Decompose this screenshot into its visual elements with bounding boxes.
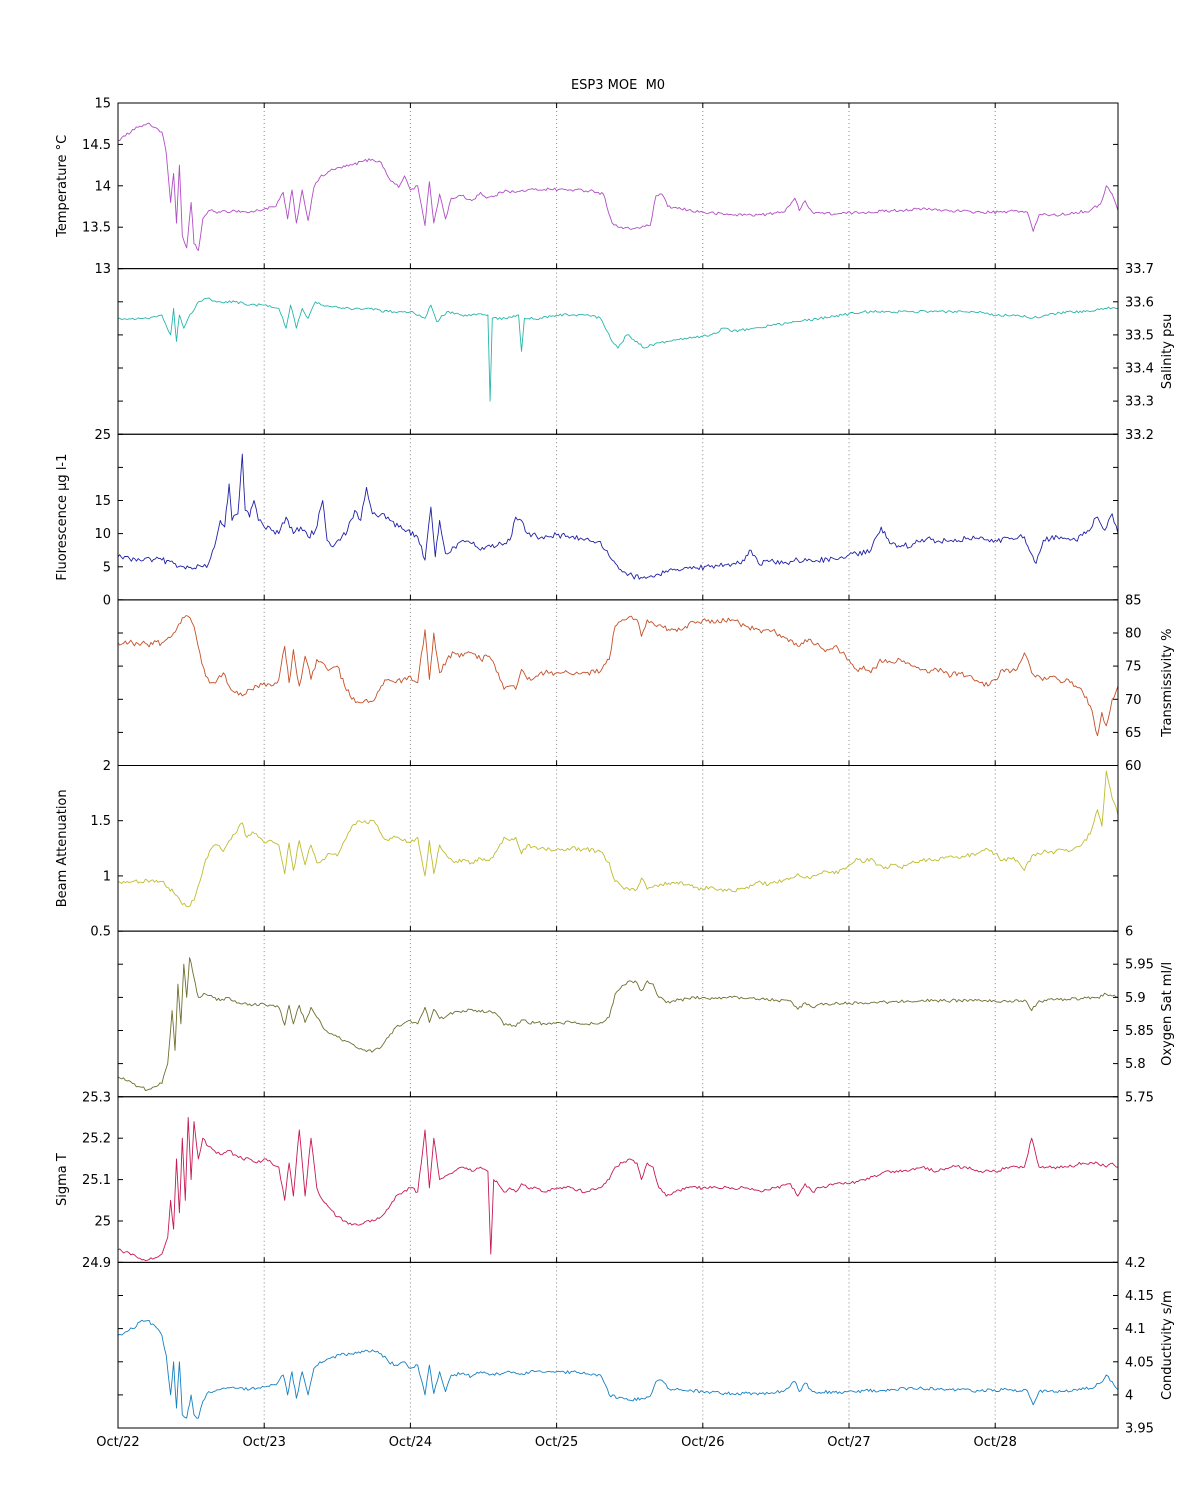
series-salinity — [118, 297, 1118, 402]
y-tick-label: 5.9 — [1125, 991, 1146, 1006]
y-axis-label-oxygen-sat: Oxygen Sat ml/l — [1160, 962, 1175, 1066]
panel-oxygen-sat: 5.75 5.8 5.85 5.9 5.95 6 Oxygen Sat ml/l — [117, 925, 1175, 1105]
x-tick-label: Oct/26 — [681, 1435, 724, 1450]
panel-transmissivity: 60 65 70 75 80 85 Transmissivity % — [117, 593, 1175, 774]
y-tick-label: 4.15 — [1125, 1289, 1154, 1304]
y-tick-label: 1.5 — [90, 814, 111, 829]
y-tick-label: 65 — [1125, 726, 1142, 741]
y-tick-label: 4 — [1125, 1388, 1133, 1403]
x-tick-label: Oct/23 — [242, 1435, 285, 1450]
y-tick-label: 15 — [94, 97, 111, 112]
series-transmissivity — [118, 615, 1118, 737]
y-tick-label: 25.3 — [82, 1090, 111, 1105]
y-tick-label: 5.85 — [1125, 1024, 1154, 1039]
panel-temperature: 13 13.5 14 14.5 15 Temperature °C — [55, 97, 1119, 277]
y-tick-label: 60 — [1125, 759, 1142, 774]
series-temperature — [118, 122, 1118, 251]
panel-border — [117, 1261, 1119, 1429]
x-tick-label: Oct/22 — [96, 1435, 139, 1450]
chart-title: ESP3 MOE M0 — [570, 78, 666, 93]
series-fluorescence — [118, 453, 1118, 580]
panel-border — [117, 765, 1119, 932]
y-tick-label: 25 — [94, 428, 111, 443]
y-tick-label: 33.4 — [1125, 362, 1154, 377]
y-tick-label: 0 — [103, 593, 111, 608]
y-tick-label: 10 — [94, 527, 111, 542]
panel-sigma-t: 24.9 25 25.1 25.2 25.3 Sigma T — [55, 1090, 1119, 1271]
y-tick-label: 25 — [94, 1215, 111, 1230]
y-tick-label: 15 — [94, 494, 111, 509]
y-tick-label: 70 — [1125, 693, 1142, 708]
y-tick-label: 33.6 — [1125, 295, 1154, 310]
y-tick-label: 24.9 — [82, 1256, 111, 1271]
x-tick-label: Oct/28 — [973, 1435, 1016, 1450]
y-tick-label: 5.95 — [1125, 958, 1154, 973]
series-beam-attenuation — [118, 770, 1118, 908]
y-tick-label: 5.8 — [1125, 1057, 1146, 1072]
series-conductivity — [118, 1319, 1118, 1419]
x-tick-label: Oct/24 — [389, 1435, 432, 1450]
y-tick-label: 5 — [103, 560, 111, 575]
panel-border — [117, 599, 1119, 766]
y-tick-label: 80 — [1125, 627, 1142, 642]
y-tick-label: 25.2 — [82, 1132, 111, 1147]
y-axis-label-temperature: Temperature °C — [55, 135, 70, 238]
panel-border — [117, 1096, 1119, 1263]
x-tick-label: Oct/27 — [827, 1435, 870, 1450]
y-tick-label: 4.05 — [1125, 1355, 1154, 1370]
y-tick-label: 6 — [1125, 925, 1133, 940]
y-tick-label: 3.95 — [1125, 1422, 1154, 1437]
y-axis-label-beam-attenuation: Beam Attenuation — [55, 789, 70, 907]
series-sigma-t — [118, 1117, 1118, 1261]
y-tick-label: 14.5 — [82, 138, 111, 153]
y-tick-label: 25.1 — [82, 1173, 111, 1188]
y-axis-label-fluorescence: Fluorescence µg l-1 — [55, 454, 70, 581]
y-tick-label: 5.75 — [1125, 1090, 1154, 1105]
y-tick-label: 2 — [103, 759, 111, 774]
y-tick-label: 33.2 — [1125, 428, 1154, 443]
panel-salinity: 33.2 33.3 33.4 33.5 33.6 33.7 Salinity psu — [117, 262, 1175, 443]
y-tick-label: 13 — [94, 262, 111, 277]
y-tick-label: 75 — [1125, 660, 1142, 675]
series-oxygen-sat — [118, 957, 1118, 1091]
panel-border — [117, 268, 1119, 435]
y-axis-label-transmissivity: Transmissivity % — [1160, 629, 1175, 738]
y-tick-label: 13.5 — [82, 221, 111, 236]
y-tick-label: 4.1 — [1125, 1322, 1146, 1337]
y-axis-label-sigma-t: Sigma T — [55, 1153, 70, 1206]
panel-border — [117, 433, 1119, 601]
y-tick-label: 14 — [94, 179, 111, 194]
y-tick-label: 1 — [103, 869, 111, 884]
y-axis-label-salinity: Salinity psu — [1160, 314, 1175, 389]
y-tick-label: 4.2 — [1125, 1256, 1146, 1271]
x-tick-label: Oct/25 — [535, 1435, 578, 1450]
y-tick-label: 33.3 — [1125, 395, 1154, 410]
panel-border — [117, 930, 1119, 1098]
y-tick-label: 0.5 — [90, 925, 111, 940]
y-tick-label: 85 — [1125, 593, 1142, 608]
y-tick-label: 33.7 — [1125, 262, 1154, 277]
y-axis-label-conductivity: Conductivity s/m — [1160, 1290, 1175, 1400]
panel-beam-attenuation: 0.5 1 1.5 2 Beam Attenuation — [55, 759, 1119, 940]
y-tick-label: 33.5 — [1125, 328, 1154, 343]
panel-fluorescence: 0 5 10 15 25 Fluorescence µg l-1 — [55, 428, 1119, 608]
panel-border — [117, 102, 1119, 270]
panel-conductivity: 3.95 4 4.05 4.1 4.15 4.2 Conductivity s/m — [117, 1256, 1175, 1437]
